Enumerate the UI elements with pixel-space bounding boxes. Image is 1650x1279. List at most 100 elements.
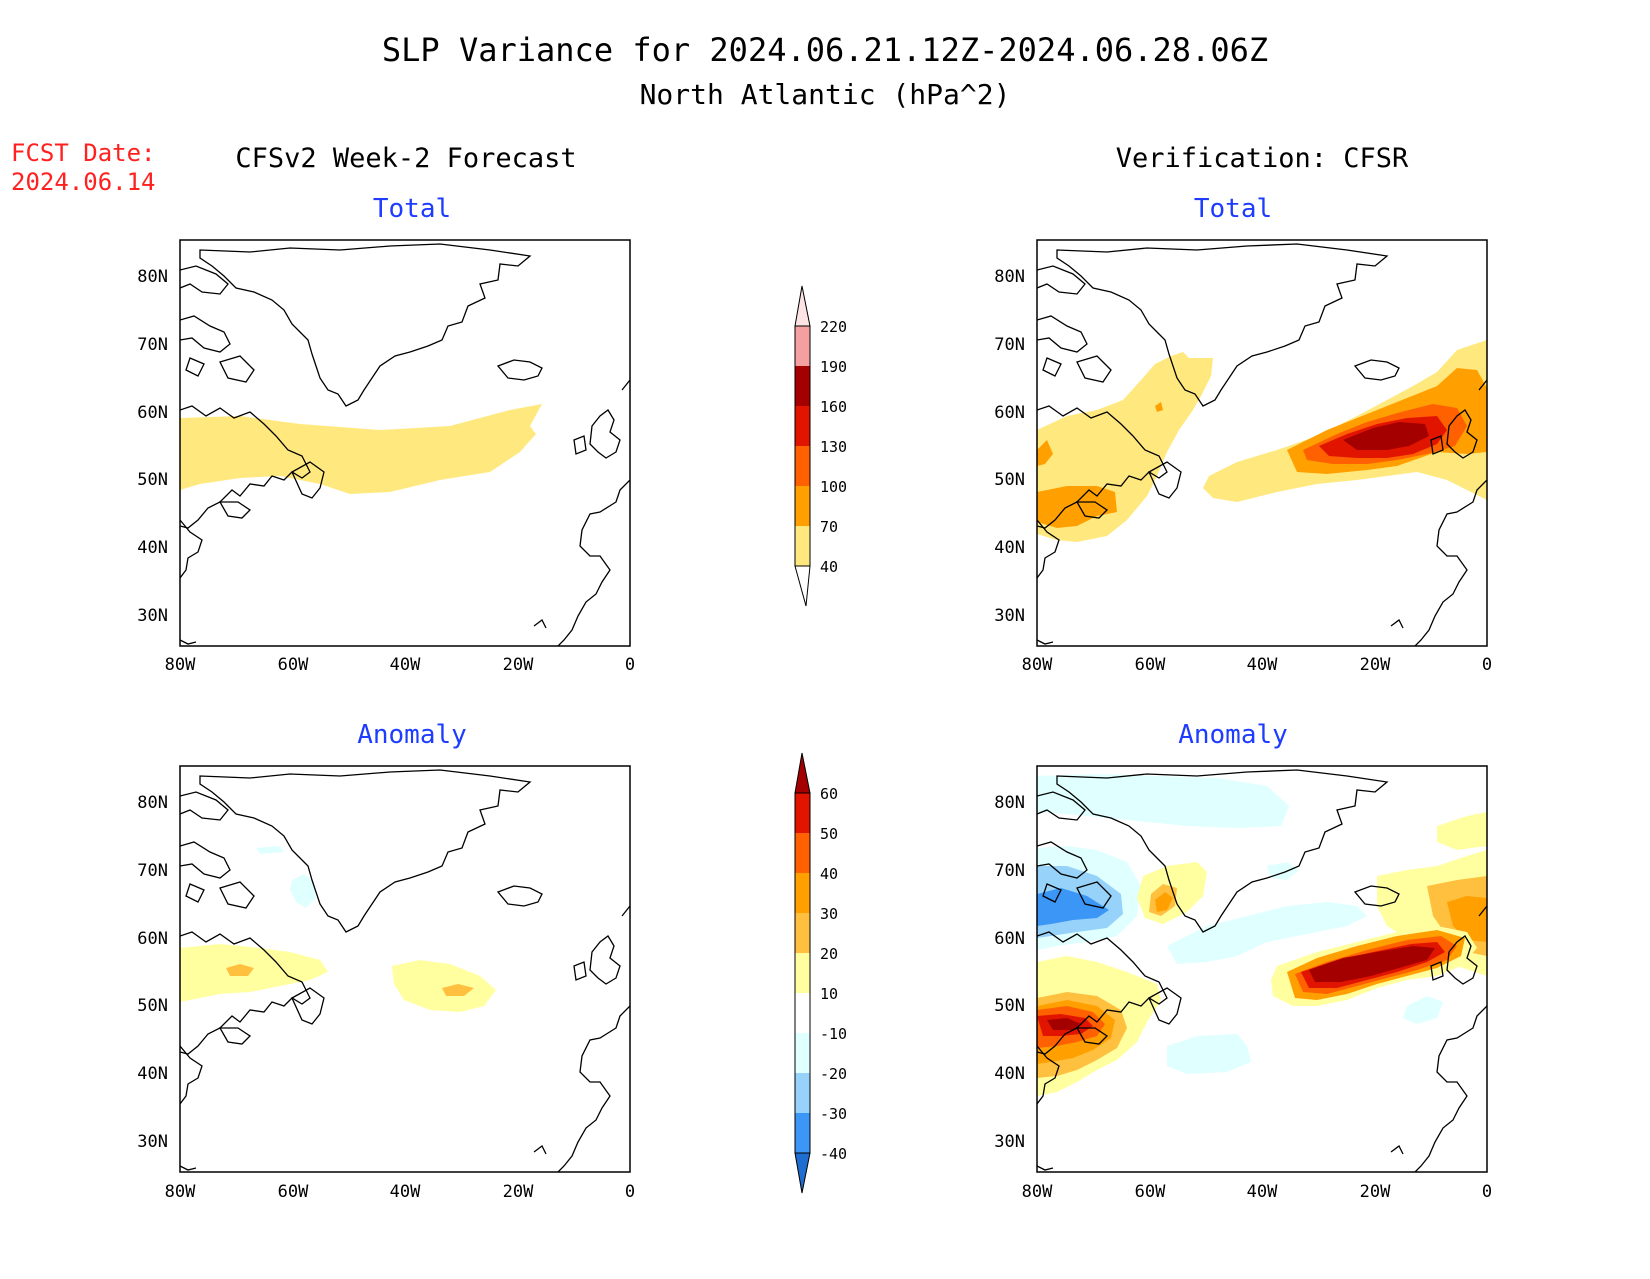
verification-column-title: Verification: CFSR	[1116, 143, 1409, 174]
figure-title-line1: SLP Variance for 2024.06.21.12Z-2024.06.…	[382, 31, 1268, 69]
total-colorbar-label: 130	[820, 438, 847, 456]
anomaly-colorbar-label: 20	[820, 945, 838, 963]
lat-label: 30N	[994, 606, 1025, 626]
verification-total-contour-70-small	[1155, 402, 1163, 412]
anomaly-colorbar-label: -40	[820, 1145, 847, 1163]
anomaly-colorbar-cap-top	[794, 752, 811, 794]
verification-anomaly-contour-neg10-east	[1403, 996, 1443, 1024]
total-colorbar-band-70	[795, 486, 810, 526]
lat-label: 80N	[994, 793, 1025, 813]
anomaly-colorbar-label: 60	[820, 785, 838, 803]
lat-label: 60N	[137, 929, 168, 949]
verification-anomaly-contour-neg10-south	[1167, 1034, 1251, 1074]
lon-label: 20W	[503, 1182, 534, 1202]
lat-label: 70N	[137, 335, 168, 355]
verification-total-title: Total	[1194, 194, 1272, 224]
total-colorbar-cap-top	[794, 285, 811, 327]
forecast-total-lat-axis: 80N 70N 60N 50N 40N 30N	[137, 267, 168, 626]
lon-label: 0	[625, 1182, 635, 1202]
anomaly-colorbar-label: 40	[820, 865, 838, 883]
lat-label: 40N	[994, 538, 1025, 558]
lon-label: 60W	[278, 655, 309, 675]
verification-total-panel: Total	[1036, 194, 1488, 647]
forecast-total-lon-axis: 80W 60W 40W 20W 0	[165, 655, 635, 675]
fcst-date-value: 2024.06.14	[11, 168, 156, 196]
lat-label: 60N	[994, 403, 1025, 423]
verification-total-contour-40-east	[1203, 340, 1487, 502]
lon-label: 0	[1482, 655, 1492, 675]
lon-label: 60W	[278, 1182, 309, 1202]
verification-anomaly-contour-60-band	[1309, 946, 1435, 982]
forecast-anomaly-title: Anomaly	[357, 720, 467, 750]
verification-total-contour-70-west-b	[1037, 440, 1053, 466]
total-colorbar-label: 190	[820, 358, 847, 376]
anomaly-colorbar-label: -10	[820, 1025, 847, 1043]
total-colorbar-label: 100	[820, 478, 847, 496]
lat-label: 60N	[994, 929, 1025, 949]
lat-label: 40N	[137, 538, 168, 558]
verification-anomaly-contour-neg30-west	[1037, 888, 1109, 926]
anomaly-colorbar-label: -20	[820, 1065, 847, 1083]
anomaly-colorbar-label: 10	[820, 985, 838, 1003]
lat-label: 30N	[994, 1132, 1025, 1152]
verification-total-contour-160	[1343, 422, 1429, 450]
forecast-total-panel: Total	[179, 194, 631, 647]
lon-label: 80W	[165, 1182, 196, 1202]
verification-anomaly-title: Anomaly	[1178, 720, 1288, 750]
lon-label: 80W	[1022, 1182, 1053, 1202]
total-colorbar-band-100	[795, 446, 810, 486]
anomaly-colorbar-band-20	[795, 913, 810, 953]
lon-label: 20W	[1360, 655, 1391, 675]
lat-label: 70N	[994, 335, 1025, 355]
total-colorbar-label: 70	[820, 518, 838, 536]
forecast-anomaly-contour-neg10-a	[290, 874, 316, 908]
forecast-total-title: Total	[373, 194, 451, 224]
lon-label: 40W	[1247, 1182, 1278, 1202]
anomaly-colorbar-label: 30	[820, 905, 838, 923]
verification-anomaly-lat-axis: 80N 70N 60N 50N 40N 30N	[994, 793, 1025, 1152]
anomaly-colorbar-label: -30	[820, 1105, 847, 1123]
verification-anomaly-panel: Anomaly	[1036, 720, 1488, 1173]
verification-anomaly-contour-neg10-north	[1037, 774, 1289, 828]
lon-label: 60W	[1135, 655, 1166, 675]
anomaly-colorbar: 60 50 40 30 20 10 -10 -20 -30 -40	[794, 752, 847, 1194]
anomaly-colorbar-band-neg30	[795, 1113, 810, 1153]
lat-label: 50N	[994, 996, 1025, 1016]
total-colorbar-band-40	[795, 526, 810, 566]
total-colorbar-cap-bottom	[794, 565, 811, 607]
lon-label: 80W	[165, 655, 196, 675]
fcst-date-label: FCST Date:	[11, 139, 156, 167]
forecast-anomaly-contour-10-east	[392, 960, 496, 1012]
lon-label: 40W	[1247, 655, 1278, 675]
total-colorbar-band-190	[795, 326, 810, 366]
anomaly-colorbar-band-neg10	[795, 1033, 810, 1073]
anomaly-colorbar-cap-bottom	[794, 1152, 811, 1194]
verification-total-lon-axis: 80W 60W 40W 20W 0	[1022, 655, 1492, 675]
forecast-column-title: CFSv2 Week-2 Forecast	[235, 143, 576, 174]
forecast-anomaly-lon-axis: 80W 60W 40W 20W 0	[165, 1182, 635, 1202]
lat-label: 60N	[137, 403, 168, 423]
forecast-anomaly-contour-20-east	[442, 984, 474, 996]
verification-anomaly-contour-neg10-mid	[1167, 902, 1367, 964]
lon-label: 0	[625, 655, 635, 675]
verification-anomaly-lon-axis: 80W 60W 40W 20W 0	[1022, 1182, 1492, 1202]
lon-label: 80W	[1022, 655, 1053, 675]
lat-label: 40N	[137, 1064, 168, 1084]
lat-label: 50N	[137, 996, 168, 1016]
lat-label: 30N	[137, 1132, 168, 1152]
lat-label: 40N	[994, 1064, 1025, 1084]
lat-label: 70N	[137, 861, 168, 881]
lat-label: 80N	[137, 793, 168, 813]
lon-label: 0	[1482, 1182, 1492, 1202]
total-colorbar: 220 190 160 130 100 70 40	[794, 285, 847, 607]
anomaly-colorbar-band-30	[795, 873, 810, 913]
forecast-anomaly-lat-axis: 80N 70N 60N 50N 40N 30N	[137, 793, 168, 1152]
total-colorbar-label: 220	[820, 318, 847, 336]
anomaly-colorbar-band-10	[795, 953, 810, 993]
lat-label: 50N	[994, 470, 1025, 490]
forecast-anomaly-contour-10-west	[180, 944, 328, 1002]
lat-label: 80N	[137, 267, 168, 287]
total-colorbar-label: 40	[820, 558, 838, 576]
total-colorbar-label: 160	[820, 398, 847, 416]
